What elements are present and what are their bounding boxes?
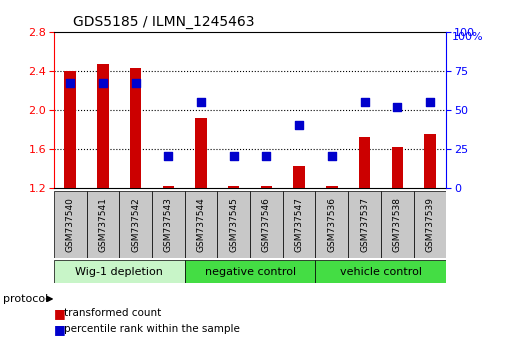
Text: ■: ■	[54, 323, 66, 336]
Bar	[315, 260, 446, 283]
Text: GSM737537: GSM737537	[360, 197, 369, 252]
Bar	[218, 191, 250, 258]
Bar	[152, 191, 185, 258]
Bar	[326, 185, 338, 188]
Bar	[250, 191, 283, 258]
Bar	[228, 185, 240, 188]
Text: GSM737536: GSM737536	[327, 197, 337, 252]
Bar	[97, 64, 109, 188]
Bar	[163, 185, 174, 188]
Point	[328, 154, 336, 159]
Text: Wig-1 depletion: Wig-1 depletion	[75, 267, 163, 277]
Text: GSM737539: GSM737539	[425, 197, 435, 252]
Bar	[54, 191, 87, 258]
Point	[131, 80, 140, 86]
Text: protocol: protocol	[3, 294, 48, 304]
Bar	[54, 260, 185, 283]
Bar	[185, 191, 218, 258]
Bar	[65, 71, 76, 188]
Point	[295, 122, 303, 128]
Text: GSM737546: GSM737546	[262, 197, 271, 252]
Point	[197, 99, 205, 105]
Bar	[283, 191, 315, 258]
Bar	[119, 191, 152, 258]
Bar	[293, 166, 305, 188]
Text: GDS5185 / ILMN_1245463: GDS5185 / ILMN_1245463	[73, 16, 255, 29]
Text: ■: ■	[54, 307, 66, 320]
Bar	[130, 68, 142, 188]
Text: 100%: 100%	[452, 32, 483, 42]
Point	[164, 154, 172, 159]
Bar	[413, 191, 446, 258]
Text: GSM737544: GSM737544	[196, 198, 206, 252]
Text: GSM737542: GSM737542	[131, 198, 140, 252]
Point	[99, 80, 107, 86]
Point	[393, 104, 401, 109]
Bar	[261, 185, 272, 188]
Text: GSM737541: GSM737541	[98, 197, 107, 252]
Point	[66, 80, 74, 86]
Text: GSM737543: GSM737543	[164, 197, 173, 252]
Bar	[424, 134, 436, 188]
Point	[262, 154, 270, 159]
Bar	[359, 137, 370, 188]
Point	[361, 99, 369, 105]
Bar	[315, 191, 348, 258]
Bar	[381, 191, 413, 258]
Text: vehicle control: vehicle control	[340, 267, 422, 277]
Bar	[348, 191, 381, 258]
Bar	[87, 191, 119, 258]
Text: negative control: negative control	[205, 267, 295, 277]
Bar	[195, 118, 207, 188]
Bar	[391, 147, 403, 188]
Point	[230, 154, 238, 159]
Text: GSM737545: GSM737545	[229, 197, 238, 252]
Text: transformed count: transformed count	[64, 308, 162, 318]
Bar	[185, 260, 315, 283]
Text: percentile rank within the sample: percentile rank within the sample	[64, 324, 240, 334]
Text: GSM737538: GSM737538	[393, 197, 402, 252]
Point	[426, 99, 434, 105]
Text: GSM737547: GSM737547	[294, 197, 304, 252]
Text: GSM737540: GSM737540	[66, 197, 75, 252]
